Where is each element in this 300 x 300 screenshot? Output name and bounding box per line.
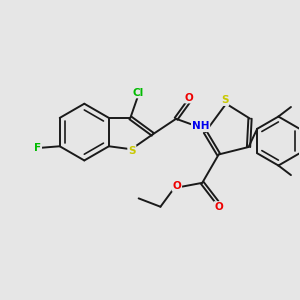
- Text: Cl: Cl: [133, 88, 144, 98]
- Text: S: S: [221, 95, 228, 105]
- Text: O: O: [172, 181, 181, 191]
- Text: NH: NH: [192, 121, 209, 131]
- Text: O: O: [185, 93, 194, 103]
- Text: O: O: [214, 202, 223, 212]
- Text: S: S: [128, 146, 136, 156]
- Text: F: F: [34, 143, 41, 153]
